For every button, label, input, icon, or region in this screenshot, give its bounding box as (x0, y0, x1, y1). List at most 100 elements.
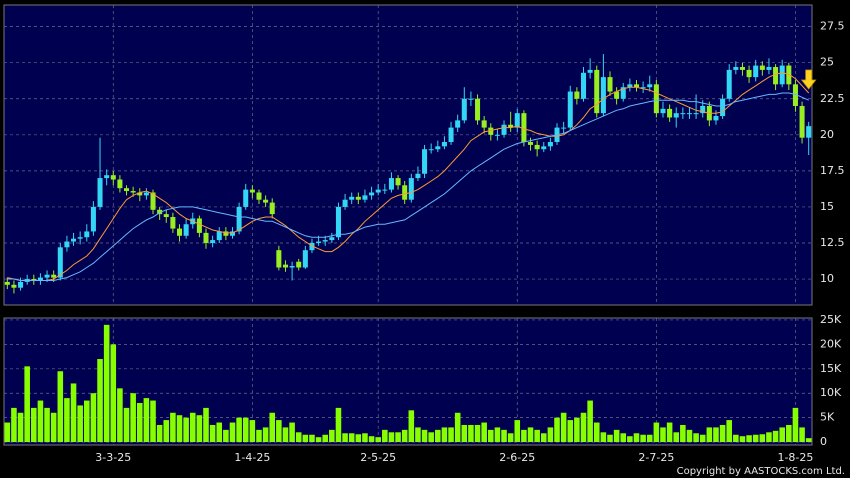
volume-bar (574, 417, 580, 443)
volume-bar (646, 434, 653, 443)
candle-body (660, 108, 666, 114)
copyright: Copyright by AASTOCKS.com Ltd. (677, 466, 845, 477)
volume-bar (693, 433, 699, 443)
candle-body (322, 240, 328, 242)
volume-bar (84, 400, 90, 443)
candle-body (276, 250, 282, 268)
candle-body (143, 192, 149, 196)
volume-bar (77, 405, 83, 443)
candle-body (733, 67, 739, 70)
volume-bar (805, 438, 812, 443)
volume-bar (31, 407, 37, 443)
volume-bar (660, 427, 666, 443)
y-tick-label: 15K (820, 362, 842, 375)
candle-body (104, 175, 110, 179)
volume-bar (726, 420, 732, 443)
price-panel (3, 4, 813, 306)
candle-body (508, 124, 514, 128)
candle-body (534, 144, 540, 150)
candle-body (455, 120, 461, 128)
volume-bar (607, 434, 613, 443)
volume-bar (766, 432, 772, 443)
volume-bar (368, 436, 375, 443)
volume-bar (733, 434, 739, 443)
candle-body (428, 149, 434, 151)
candle-body (561, 127, 567, 129)
candle-body (620, 87, 626, 99)
volume-bar (673, 432, 680, 443)
volume-bar (315, 437, 322, 443)
volume-bar (50, 412, 57, 443)
candle-body (196, 218, 202, 233)
x-tick-label: 1-8-25 (777, 451, 813, 464)
signal-arrow (800, 69, 817, 90)
candle-body (296, 261, 302, 268)
candle-body (150, 192, 156, 210)
volume-bar (580, 412, 587, 443)
volume-bar (355, 434, 362, 443)
y-tick-label: 0 (820, 435, 827, 448)
y-tick-label: 10K (820, 386, 842, 399)
volume-bar (64, 398, 70, 443)
volume-bar (382, 429, 388, 443)
y-tick-label: 17.5 (820, 164, 845, 177)
candle-body (243, 189, 249, 207)
candle-body (594, 69, 600, 114)
volume-bar (44, 407, 50, 443)
candle-body (753, 65, 759, 78)
candle-body (183, 224, 189, 236)
candle-body (375, 189, 381, 193)
candle-body (269, 202, 275, 215)
candle-body (653, 84, 659, 114)
volume-bar (415, 427, 421, 443)
volume-bar (613, 429, 620, 443)
volume-bar (249, 420, 256, 443)
volume-bar (706, 427, 713, 443)
volume-bar (388, 432, 395, 443)
volume-bar (474, 424, 481, 443)
candle-body (249, 189, 255, 193)
volume-bar (488, 429, 494, 443)
candle-body (441, 142, 447, 147)
volume-bar (600, 432, 607, 443)
candle-body (203, 232, 209, 243)
candle-body (686, 113, 692, 115)
volume-bar (567, 420, 574, 443)
volume-bar (772, 430, 779, 443)
volume-bar (481, 422, 487, 443)
volume-bar (189, 412, 196, 443)
volume-bar (560, 412, 567, 443)
volume-bar (441, 427, 448, 443)
volume-bar (143, 398, 150, 443)
candle-body (481, 120, 487, 128)
candle-body (521, 113, 527, 143)
candle-body (766, 67, 772, 70)
volume-bar (786, 424, 792, 443)
volume-bar (395, 432, 401, 443)
candle-body (157, 209, 163, 215)
candle-body (673, 113, 679, 118)
volume-bar (203, 407, 209, 443)
volume-bar (752, 434, 759, 443)
volume-bar (295, 432, 302, 443)
volume-bar (507, 433, 514, 443)
candle-body (680, 113, 686, 115)
candle-body (282, 264, 288, 268)
volume-bar (37, 400, 44, 443)
volume-bar (216, 422, 223, 443)
candle-body (236, 206, 242, 232)
candle-body (309, 242, 315, 251)
volume-bar (329, 429, 335, 443)
candle-body (792, 84, 798, 106)
volume-bar (236, 417, 242, 443)
volume-bar (103, 324, 110, 443)
volume-bar (408, 410, 415, 443)
candle-body (90, 206, 96, 232)
candle-body (640, 87, 646, 89)
candle-body (633, 84, 640, 88)
volume-bar (176, 415, 183, 443)
candle-body (349, 196, 355, 200)
volume-bar (262, 427, 269, 443)
candle-body (514, 113, 520, 128)
